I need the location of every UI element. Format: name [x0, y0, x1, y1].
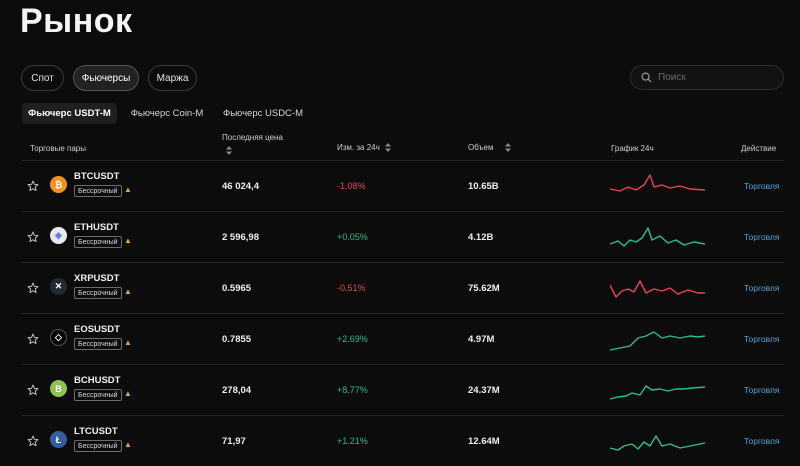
subtab-usdt-m[interactable]: Фьючерс USDT-M: [22, 103, 117, 124]
fire-icon: ▲: [124, 185, 132, 194]
sparkline-chart: [610, 280, 705, 298]
perpetual-badge: Бессрочный: [74, 389, 122, 401]
volume-24h: 12.64M: [468, 436, 500, 447]
table-row[interactable]: Ł LTCUSDT Бессрочный ▲ 71,97 +1.21% 12.64M Торг…: [22, 416, 784, 466]
col-header-action: Действие: [741, 144, 777, 153]
col-header-pair: Торговые пары: [30, 144, 87, 153]
favorite-star-icon[interactable]: [27, 434, 39, 447]
change-24h: +2.69%: [337, 334, 368, 344]
perpetual-badge: Бессрочный: [74, 287, 122, 299]
trade-link[interactable]: Торговля: [744, 232, 780, 242]
trade-link[interactable]: Торговля: [744, 385, 780, 395]
fire-icon: ▲: [124, 287, 132, 296]
last-price: 0.7855: [222, 334, 252, 345]
header-divider: [22, 160, 784, 161]
change-24h: +8.77%: [337, 385, 368, 395]
fire-icon: ▲: [124, 338, 132, 347]
volume-24h: 4.12B: [468, 232, 494, 243]
search-icon: [641, 72, 652, 83]
perpetual-badge: Бессрочный: [74, 440, 122, 452]
col-header-volume-label: Объем: [468, 143, 494, 152]
volume-24h: 10.65B: [468, 181, 499, 192]
volume-24h: 4.97M: [468, 334, 495, 345]
change-24h: -1.08%: [337, 181, 366, 191]
col-header-price-label: Последняя цена: [222, 133, 283, 142]
eos-icon: ◇: [50, 329, 67, 346]
bitcoin-cash-icon: B: [50, 380, 67, 397]
trade-link[interactable]: Торговля: [744, 334, 780, 344]
sparkline-chart: [610, 385, 706, 400]
sparkline-chart: [610, 227, 706, 247]
favorite-star-icon[interactable]: [27, 179, 39, 192]
ethereum-icon: ◆: [50, 227, 67, 244]
col-header-volume[interactable]: Объем: [468, 143, 511, 153]
col-header-change[interactable]: Изм. за 24ч: [337, 143, 392, 153]
subtab-coin-m[interactable]: Фьючерс Coin-M: [130, 108, 204, 119]
favorite-star-icon[interactable]: [27, 230, 39, 243]
perpetual-badge: Бессрочный: [74, 236, 122, 248]
pair-symbol[interactable]: BTCUSDT: [74, 171, 120, 182]
change-24h: -0.51%: [337, 283, 366, 293]
table-row[interactable]: ◆ ETHUSDT Бессрочный ▲ 2 596,98 +0.05% 4.12B То…: [22, 212, 784, 263]
favorite-star-icon[interactable]: [27, 281, 39, 294]
change-24h: +0.05%: [337, 232, 368, 242]
pair-symbol[interactable]: BCHUSDT: [74, 375, 121, 386]
fire-icon: ▲: [124, 389, 132, 398]
perpetual-badge: Бессрочный: [74, 185, 122, 197]
tab-spot[interactable]: Спот: [21, 65, 64, 91]
xrp-icon: ✕: [50, 278, 67, 295]
fire-icon: ▲: [124, 236, 132, 245]
volume-24h: 24.37M: [468, 385, 500, 396]
last-price: 46 024,4: [222, 181, 259, 192]
table-row[interactable]: B BCHUSDT Бессрочный ▲ 278,04 +8.77% 24.37M Тор…: [22, 365, 784, 416]
sort-icon: [226, 146, 232, 155]
sparkline-chart: [610, 174, 706, 192]
last-price: 71,97: [222, 436, 246, 447]
trade-link[interactable]: Торговля: [744, 283, 780, 293]
bitcoin-icon: ₿: [50, 176, 67, 193]
pair-symbol[interactable]: ETHUSDT: [74, 222, 119, 233]
litecoin-icon: Ł: [50, 431, 67, 448]
sparkline-chart: [610, 331, 706, 351]
search-box[interactable]: [630, 65, 784, 90]
pair-symbol[interactable]: EOSUSDT: [74, 324, 120, 335]
sort-icon: [385, 143, 392, 153]
volume-24h: 75.62M: [468, 283, 500, 294]
search-input[interactable]: [658, 72, 778, 83]
perpetual-badge: Бессрочный: [74, 338, 122, 350]
tab-margin[interactable]: Маржа: [148, 65, 197, 91]
last-price: 278,04: [222, 385, 252, 396]
col-header-price[interactable]: Последняя цена: [222, 133, 283, 155]
favorite-star-icon[interactable]: [27, 332, 39, 345]
trade-link[interactable]: Торговля: [744, 181, 780, 191]
trade-link[interactable]: Торговля: [744, 436, 780, 446]
tab-futures[interactable]: Фьючерсы: [73, 65, 139, 91]
fire-icon: ▲: [124, 440, 132, 449]
table-row[interactable]: ₿ BTCUSDT Бессрочный ▲ 46 024,4 -1.08% 10.65B Т…: [22, 161, 784, 212]
subtab-usdc-m[interactable]: Фьючерс USDC-M: [223, 108, 303, 119]
pair-symbol[interactable]: XRPUSDT: [74, 273, 120, 284]
col-header-chart: График 24ч: [611, 144, 654, 153]
sort-icon: [504, 143, 511, 153]
col-header-change-label: Изм. за 24ч: [337, 143, 380, 152]
pair-symbol[interactable]: LTCUSDT: [74, 426, 118, 437]
favorite-star-icon[interactable]: [27, 383, 39, 396]
last-price: 0.5965: [222, 283, 252, 294]
table-row[interactable]: ◇ EOSUSDT Бессрочный ▲ 0.7855 +2.69% 4.97M Торг…: [22, 314, 784, 365]
last-price: 2 596,98: [222, 232, 259, 243]
table-row[interactable]: ✕ XRPUSDT Бессрочный ▲ 0.5965 -0.51% 75.62M Тор…: [22, 263, 784, 314]
page-title: Рынок: [20, 2, 133, 40]
change-24h: +1.21%: [337, 436, 368, 446]
sparkline-chart: [610, 435, 706, 451]
